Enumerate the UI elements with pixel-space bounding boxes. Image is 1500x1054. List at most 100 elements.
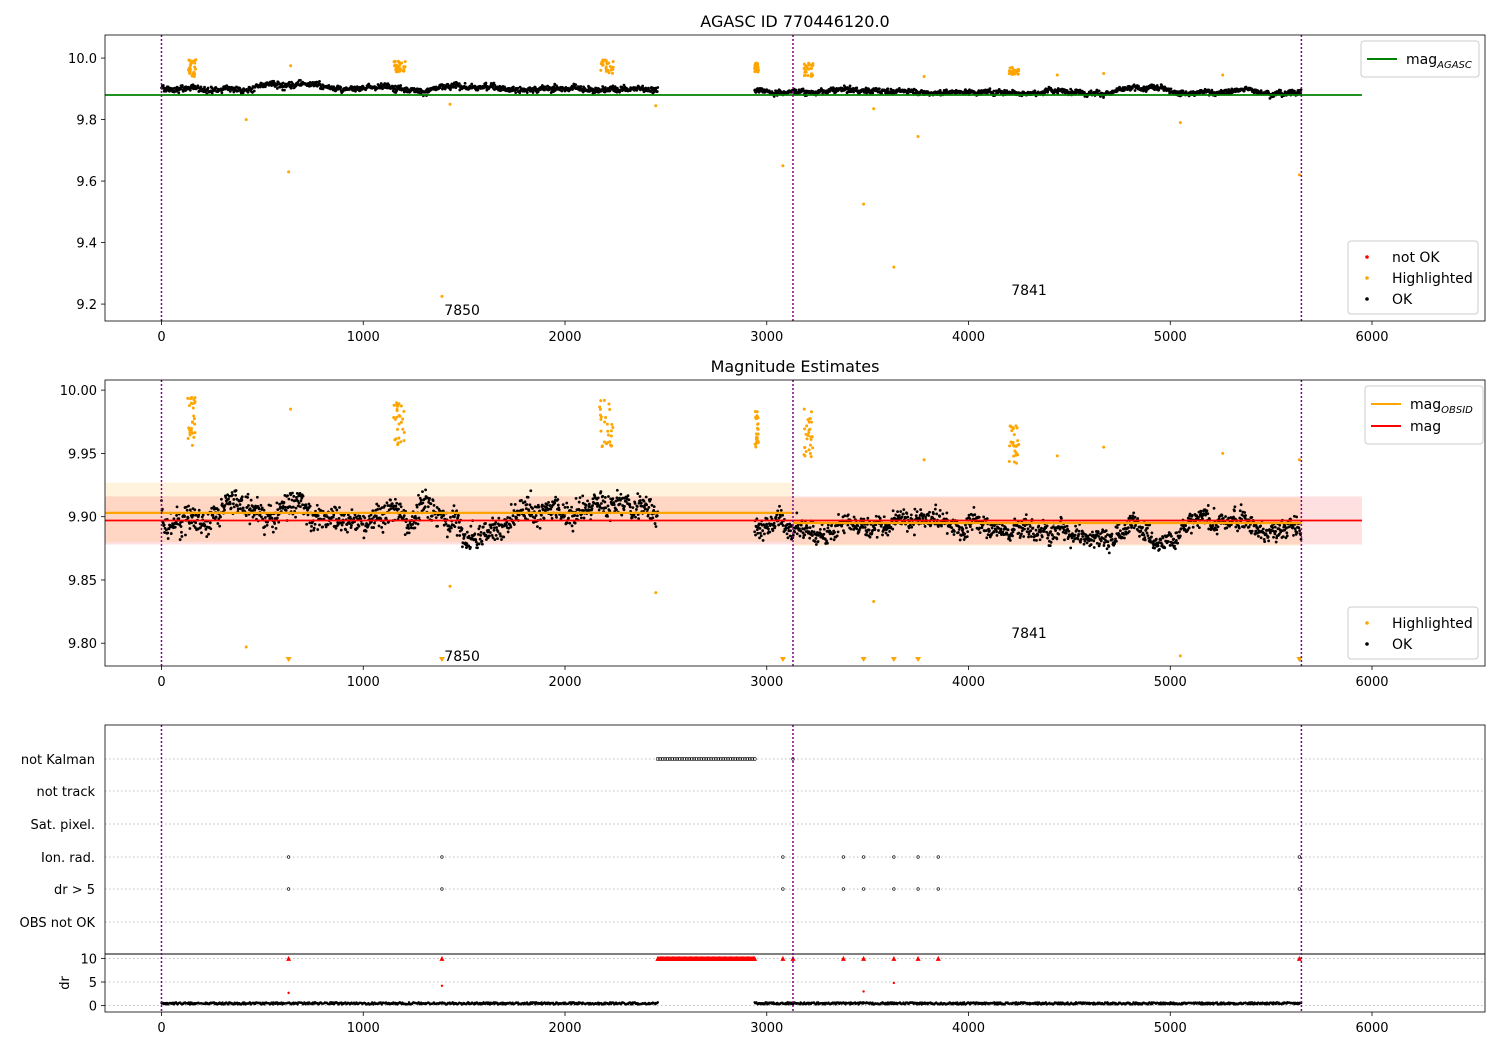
estimates-ok-point	[234, 494, 237, 497]
estimates-ok-point	[509, 526, 512, 529]
estimates-ok-point	[1197, 516, 1200, 519]
estimates-ok-point	[531, 507, 534, 510]
estimates-ok-point	[1115, 540, 1118, 543]
agasc-ok-point	[574, 83, 577, 86]
estimates-ok-point	[318, 524, 321, 527]
estimates-ok-point	[510, 503, 513, 506]
estimates-ok-point	[422, 501, 425, 504]
estimates-ok-point	[473, 532, 476, 535]
estimates-ok-point	[876, 536, 879, 539]
agasc-ok-point	[855, 86, 858, 89]
estimates-ok-point	[846, 524, 849, 527]
estimates-ok-point	[202, 514, 205, 517]
estimates-ok-point	[216, 522, 219, 525]
estimates-ok-point	[774, 525, 777, 528]
estimates-ok-point	[1239, 509, 1242, 512]
estimates-highlighted-point	[403, 439, 406, 442]
estimates-ok-point	[229, 502, 232, 505]
agasc-highlighted-point	[611, 72, 614, 75]
estimates-ok-point	[796, 532, 799, 535]
estimates-ok-point	[286, 494, 289, 497]
estimates-ok-point	[317, 514, 320, 517]
estimates-ok-point	[417, 523, 420, 526]
estimates-ok-point	[908, 526, 911, 529]
estimates-ok-point	[1108, 551, 1111, 554]
estimates-ok-point	[421, 490, 424, 493]
estimates-ok-point	[571, 524, 574, 527]
estimates-ok-point	[815, 537, 818, 540]
estimates-ok-point	[330, 508, 333, 511]
agasc-highlighted-point	[188, 59, 191, 62]
estimates-ok-point	[647, 506, 650, 509]
estimates-highlighted-point	[193, 402, 196, 405]
estimates-ok-point	[362, 536, 365, 539]
estimates-ok-point	[759, 527, 762, 530]
agasc-highlighted-point	[806, 74, 809, 77]
estimates-ok-point	[1023, 528, 1026, 531]
estimates-ok-point	[643, 500, 646, 503]
estimates-ok-point	[1234, 526, 1237, 529]
estimates-ok-point	[935, 512, 938, 515]
estimates-highlighted-point	[193, 396, 196, 399]
estimates-ok-point	[604, 501, 607, 504]
estimates-ok-point	[567, 517, 570, 520]
estimates-ok-point	[891, 528, 894, 531]
agasc-highlighted-point	[404, 65, 407, 68]
estimates-ok-point	[512, 514, 515, 517]
estimates-ok-point	[524, 500, 527, 503]
estimates-ok-point	[982, 516, 985, 519]
agasc-highlighted-point	[393, 60, 396, 63]
estimates-ok-point	[500, 538, 503, 541]
estimates-ok-point	[416, 506, 419, 509]
estimates-ok-point	[761, 529, 764, 532]
estimates-ok-point	[985, 536, 988, 539]
estimates-ok-point	[186, 509, 189, 512]
estimates-ok-point	[1176, 542, 1179, 545]
estimates-ok-point	[1009, 539, 1012, 542]
estimates-ok-point	[598, 509, 601, 512]
estimates-ok-point	[578, 509, 581, 512]
estimates-ok-point	[940, 525, 943, 528]
estimates-ok-point	[535, 514, 538, 517]
estimates-ok-point	[376, 508, 379, 511]
estimates-ok-point	[1049, 544, 1052, 547]
agasc-ok-point	[514, 91, 517, 94]
estimates-ok-point	[1001, 530, 1004, 533]
estimates-ok-point	[1278, 524, 1281, 527]
estimates-ok-point	[442, 514, 445, 517]
estimates-ok-point	[945, 512, 948, 515]
estimates-highlighted-point	[400, 421, 403, 424]
agasc-ok-point	[1102, 96, 1105, 99]
estimates-ok-point	[373, 522, 376, 525]
estimates-ok-point	[881, 534, 884, 537]
estimates-ok-point	[346, 531, 349, 534]
estimates-ok-point	[1178, 531, 1181, 534]
estimates-ok-point	[799, 535, 802, 538]
agasc-highlighted-point	[605, 69, 608, 72]
estimates-ok-point	[1192, 526, 1195, 529]
agasc-highlighted-point	[191, 73, 194, 76]
estimates-ok-point	[795, 512, 798, 515]
estimates-ok-point	[384, 522, 387, 525]
estimates-ok-point	[1097, 535, 1100, 538]
estimates-ok-point	[351, 508, 354, 511]
estimates-ok-point	[273, 522, 276, 525]
estimates-ok-point	[973, 513, 976, 516]
estimates-ok-point	[513, 523, 516, 526]
estimates-ok-point	[1163, 546, 1166, 549]
estimates-ok-point	[1172, 538, 1175, 541]
estimates-ok-point	[892, 509, 895, 512]
estimates-ok-point	[896, 510, 899, 513]
estimates-ok-point	[627, 494, 630, 497]
estimates-ok-point	[866, 517, 869, 520]
estimates-ok-point	[1050, 541, 1053, 544]
estimates-ok-point	[397, 508, 400, 511]
estimates-ok-point	[543, 517, 546, 520]
estimates-ok-point	[817, 540, 820, 543]
estimates-ok-point	[481, 540, 484, 543]
estimates-ok-point	[436, 525, 439, 528]
estimates-ok-point	[843, 532, 846, 535]
estimates-ok-point	[922, 513, 925, 516]
